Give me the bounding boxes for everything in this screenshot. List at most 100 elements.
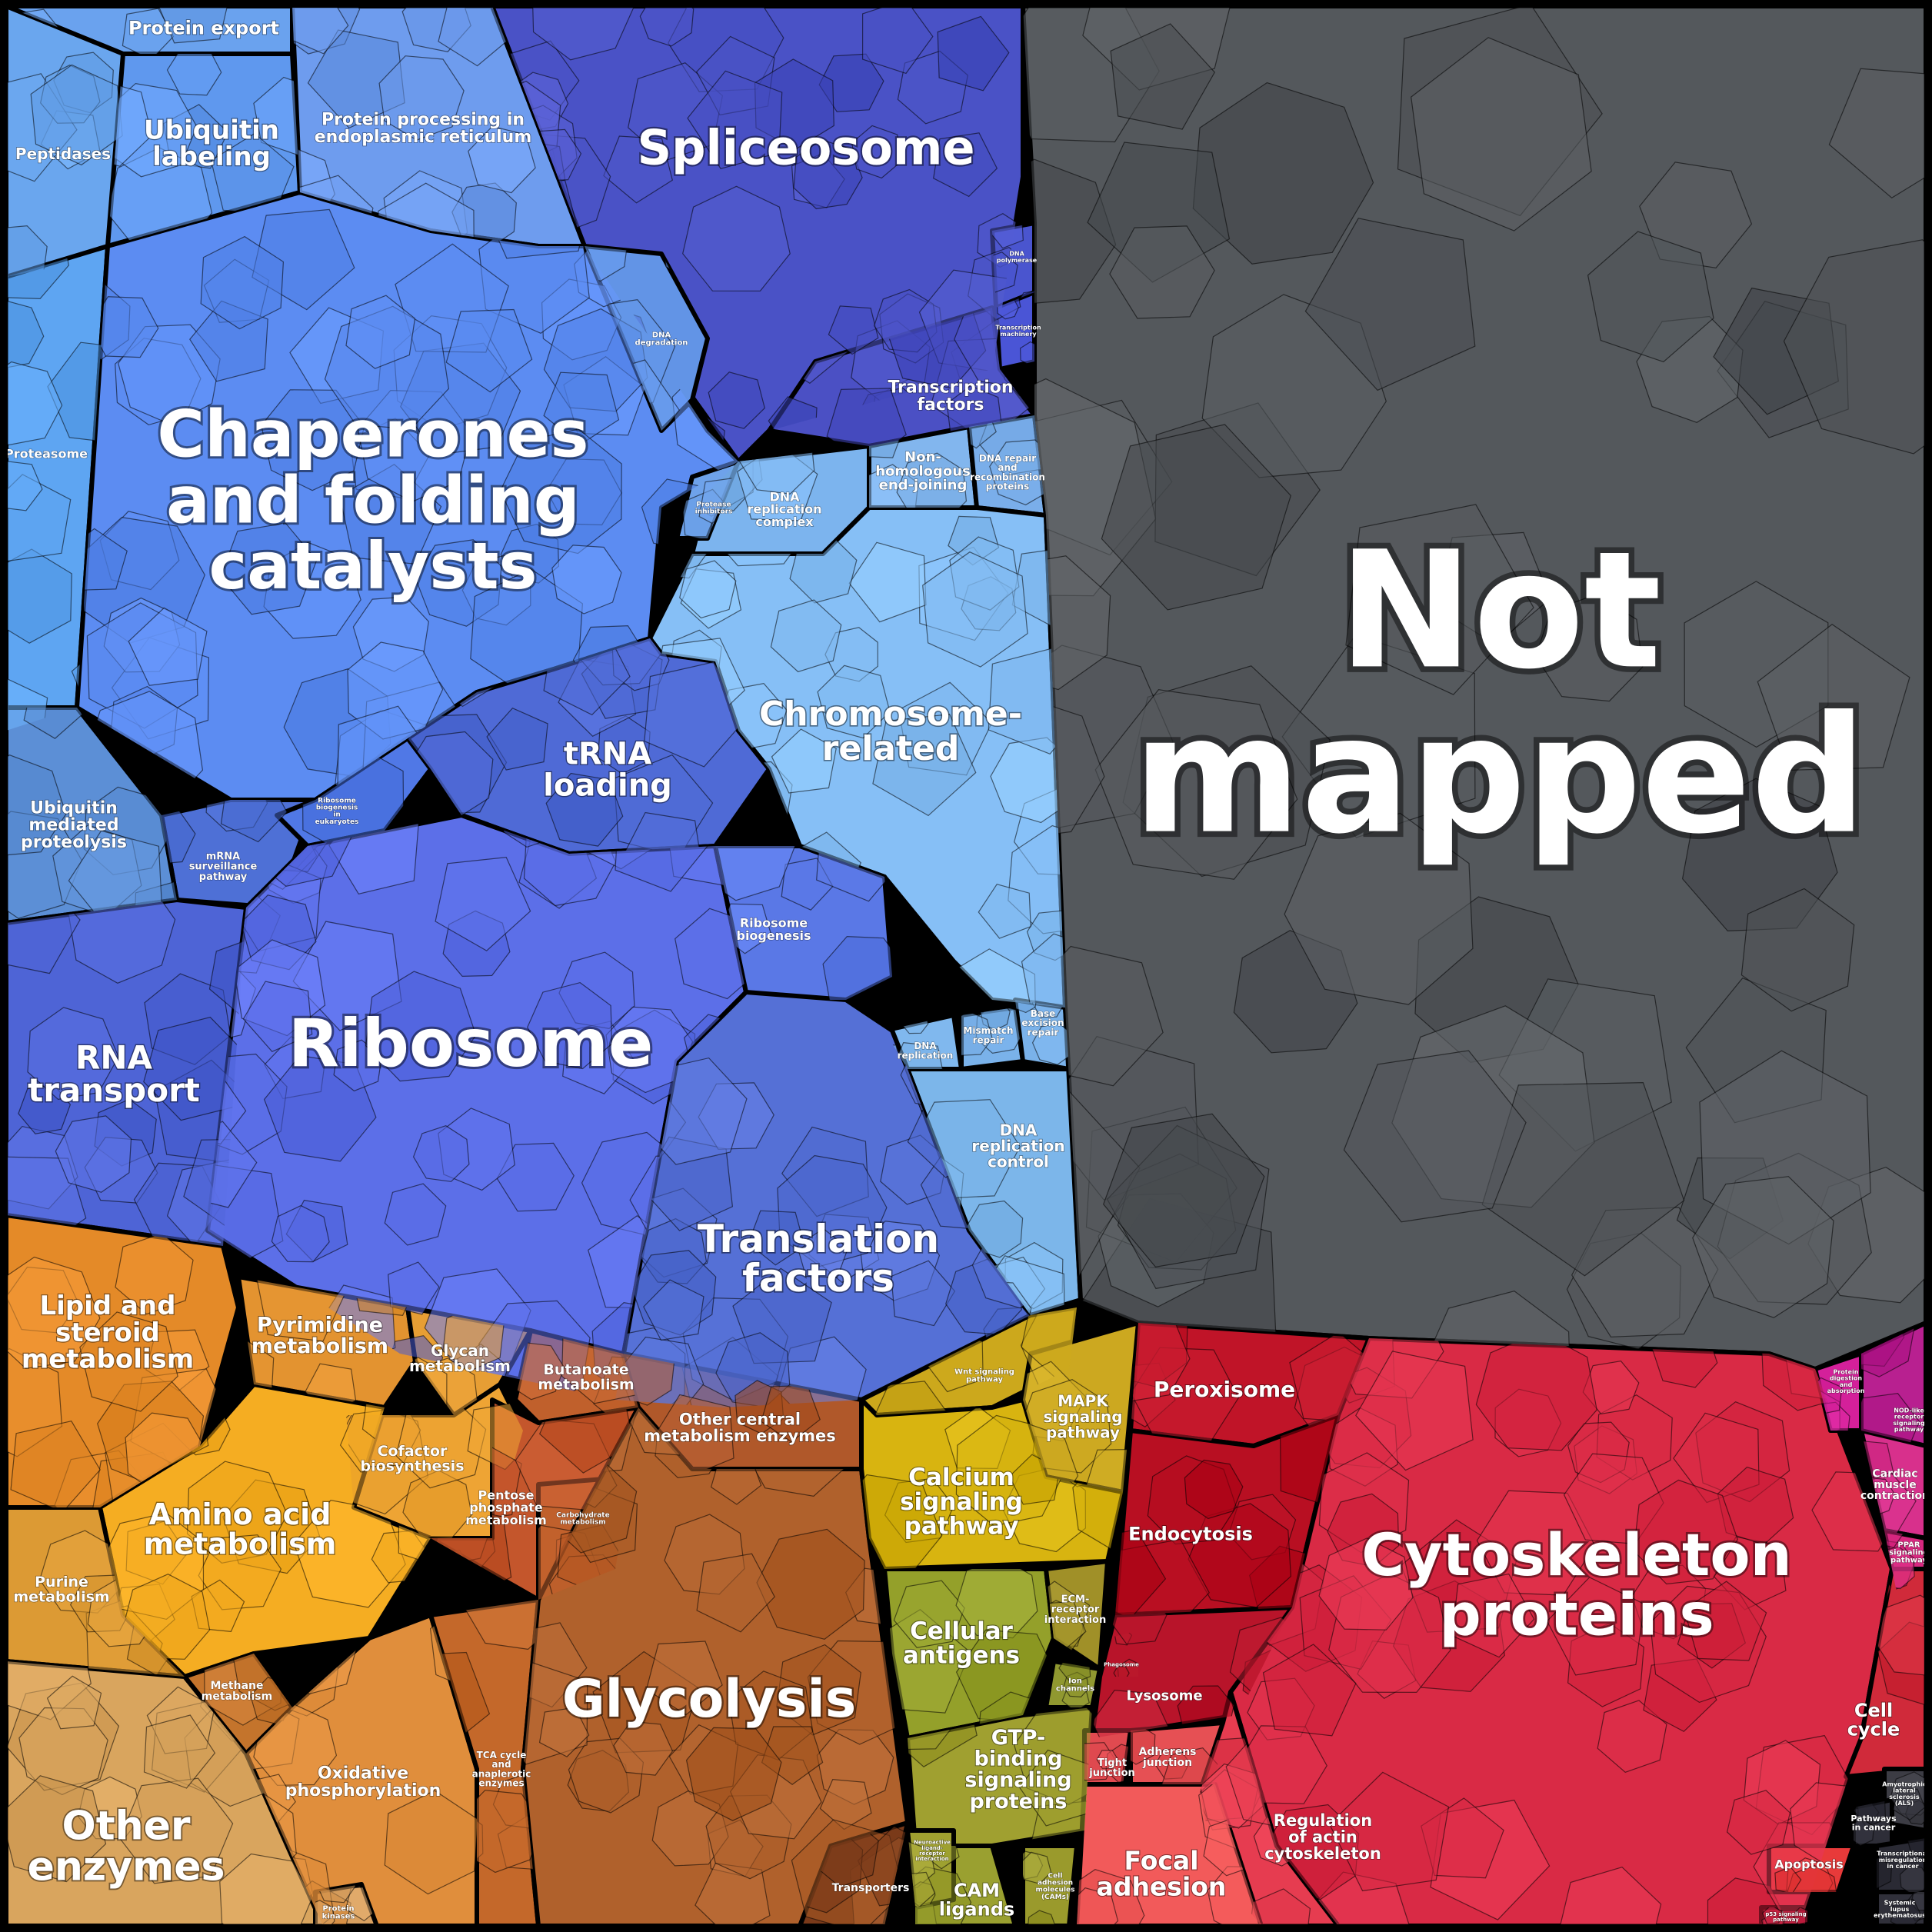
label-protein-export: Protein export xyxy=(128,17,279,38)
protein-cell xyxy=(1854,1818,1875,1846)
protein-cell xyxy=(1284,812,1474,1005)
protein-cell xyxy=(992,223,1024,249)
protein-cell xyxy=(679,560,737,619)
protein-cell xyxy=(924,1846,960,1870)
protein-cell xyxy=(1131,1323,1191,1402)
label-purine: Purine metabolism xyxy=(13,1574,109,1605)
label-pyrimidine: Pyrimidine metabolism xyxy=(251,1314,388,1359)
cells-not-mapped xyxy=(1023,6,1926,1369)
protein-cell xyxy=(761,1384,821,1443)
protein-cell xyxy=(6,474,72,562)
label-protease-inhibitors: Protease inhibitors xyxy=(695,501,733,516)
protein-cell xyxy=(1355,1351,1474,1471)
protein-cell xyxy=(6,361,63,446)
protein-cell xyxy=(1343,1050,1527,1223)
label-trna-loading: tRNA loading xyxy=(543,737,672,804)
protein-cell xyxy=(538,1707,590,1757)
protein-cell xyxy=(378,55,465,141)
label-amyotrophic: Amyotrophic lateral sclerosis (ALS) xyxy=(1882,1781,1927,1807)
protein-cell xyxy=(122,8,175,54)
label-carbohydrate: Carbohydrate metabolism xyxy=(556,1512,609,1527)
protein-cell xyxy=(412,1125,470,1182)
protein-cell xyxy=(271,1204,330,1263)
label-glycolysis: Glycolysis xyxy=(562,1669,856,1730)
protein-cell xyxy=(486,707,548,771)
protein-cell xyxy=(861,1474,943,1569)
label-proteasome: Proteasome xyxy=(5,447,88,461)
protein-cell xyxy=(796,1227,849,1278)
label-other-central: Other central metabolism enzymes xyxy=(644,1411,836,1446)
protein-cell xyxy=(961,1011,993,1056)
protein-cell xyxy=(756,1528,865,1640)
label-lipid-steroid: Lipid and steroid metabolism xyxy=(22,1291,194,1374)
protein-cell xyxy=(68,830,163,923)
protein-cell xyxy=(23,708,83,739)
label-cardiac: Cardiac muscle contraction xyxy=(1860,1468,1930,1503)
protein-cell xyxy=(1109,1607,1168,1645)
protein-cell xyxy=(6,754,67,857)
protein-cell xyxy=(1757,624,1910,771)
protein-cell xyxy=(1262,1644,1357,1737)
protein-cell xyxy=(613,1720,674,1776)
protein-cell xyxy=(818,53,884,112)
label-nod-like: NOD-like receptor signaling pathway xyxy=(1893,1407,1925,1433)
protein-cell xyxy=(1345,504,1534,695)
protein-cell xyxy=(1096,1749,1118,1769)
label-transcription-machinery: Transcription machinery xyxy=(995,325,1041,338)
protein-cell xyxy=(922,551,1028,668)
cells-systemic-lupus xyxy=(1890,1892,1926,1926)
protein-cell xyxy=(1304,218,1476,391)
protein-cell xyxy=(989,439,1046,506)
protein-cell xyxy=(817,665,891,739)
protein-cell xyxy=(468,125,536,194)
label-protein-processing-er: Protein processing in endoplasmic reticul… xyxy=(315,111,532,147)
label-mismatch-repair: Mismatch repair xyxy=(963,1025,1013,1045)
protein-cell xyxy=(645,1641,723,1716)
protein-cell xyxy=(1077,1887,1119,1926)
protein-cell xyxy=(771,728,837,794)
protein-cell xyxy=(1557,1867,1662,1926)
protein-cell xyxy=(1828,68,1926,199)
label-cam-ligands: CAM ligands xyxy=(939,1880,1014,1920)
protein-cell xyxy=(292,6,349,55)
protein-cell xyxy=(143,1714,216,1789)
cells-peptidases xyxy=(6,52,123,277)
protein-cell xyxy=(242,981,313,1053)
cells-ubiquitin-labeling xyxy=(108,54,300,246)
label-chromosome-related: Chromosome-related xyxy=(759,695,1022,768)
label-systemic-lupus: Systemic lupus erythematosus xyxy=(1874,1900,1926,1919)
label-dna-degradation: DNA degradation xyxy=(635,331,688,347)
protein-cell xyxy=(1110,23,1216,130)
label-phagosome: Phagosome xyxy=(1104,1661,1139,1667)
labels-layer: Protein export Peptidases Ubiquitin labelin… xyxy=(4,17,1930,1924)
protein-cell xyxy=(388,1261,440,1315)
label-ribosome: Ribosome xyxy=(288,1005,654,1082)
protein-cell xyxy=(643,1279,705,1341)
protein-cell xyxy=(345,295,416,369)
label-cytoskeleton: Cytoskeleton proteins xyxy=(1361,1521,1791,1649)
cells-transcriptional-misreg xyxy=(1877,1838,1926,1892)
cells-ecm-receptor xyxy=(1046,1581,1091,1654)
protein-cell xyxy=(115,1232,194,1315)
label-transcriptional-misreg: Transcriptional misregulation in cancer xyxy=(1877,1850,1929,1870)
protein-cell xyxy=(1761,1907,1782,1925)
label-apoptosis: Apoptosis xyxy=(1774,1857,1843,1872)
cells-apoptosis xyxy=(1774,1857,1838,1892)
protein-cell xyxy=(819,1778,872,1830)
protein-cell xyxy=(685,1727,782,1821)
protein-cell xyxy=(256,1277,348,1342)
label-methane: Methane metabolism xyxy=(202,1680,272,1703)
protein-cell xyxy=(315,1900,335,1926)
protein-cell xyxy=(1692,1176,1834,1318)
label-endocytosis: Endocytosis xyxy=(1128,1523,1253,1544)
label-non-homologous: Non-homologous end-joining xyxy=(875,449,971,494)
protein-cell xyxy=(988,646,1065,755)
label-protein-digestion: Protein digestion and absorption xyxy=(1827,1369,1865,1394)
label-not-mapped: Not mapped xyxy=(1133,516,1867,869)
label-ribosome-biogenesis: Ribosome biogenesis xyxy=(736,915,811,942)
protein-cell xyxy=(1101,424,1291,611)
protein-cell xyxy=(27,1007,119,1101)
protein-cell xyxy=(1103,1113,1265,1268)
protein-cell xyxy=(695,1862,771,1926)
